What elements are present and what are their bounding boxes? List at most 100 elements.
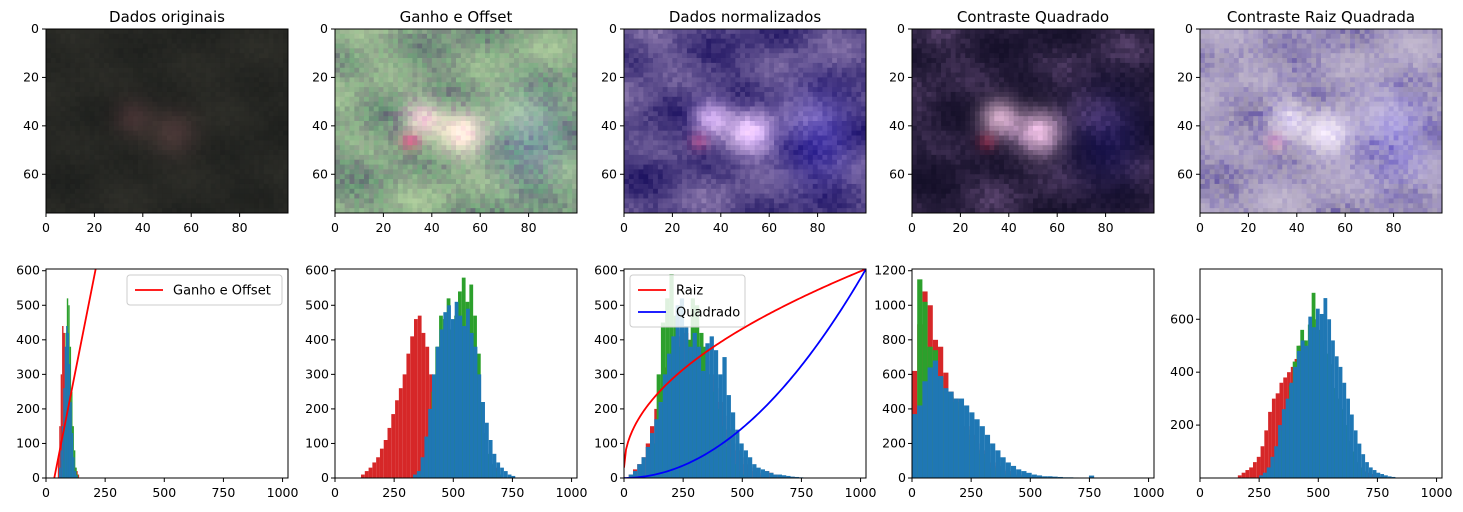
histogram-bar-blue	[1304, 345, 1309, 478]
histogram-bar-blue	[948, 391, 954, 478]
histogram-bar-blue	[790, 476, 795, 478]
y-tick-label: 400	[882, 401, 906, 416]
histogram-bar-blue	[1338, 366, 1343, 478]
histogram-bar-blue	[74, 471, 77, 478]
histogram-bar-blue	[481, 402, 485, 478]
histogram-bar-blue	[632, 471, 638, 478]
histogram-bar-blue	[671, 336, 676, 478]
histogram-bar-blue	[917, 405, 923, 478]
curve-line-ganho-e-offset	[53, 269, 97, 478]
histogram-bar-blue	[709, 336, 714, 478]
y-tick-label: 400	[305, 332, 329, 347]
histogram-bar-blue	[782, 475, 787, 478]
plot-area	[1237, 292, 1396, 478]
histogram-bar-red	[406, 353, 411, 478]
histogram-bar-blue	[675, 305, 680, 478]
histogram-bar-blue	[650, 433, 655, 478]
histogram-bar-blue	[1368, 467, 1373, 478]
y-tick-label: 600	[1170, 311, 1194, 326]
image-title: Ganho e Offset	[400, 8, 513, 26]
histogram-bar-blue	[443, 312, 448, 478]
histogram-bar-blue	[435, 346, 440, 478]
histogram-bar-blue	[1042, 476, 1048, 478]
histogram-bar-blue	[1270, 456, 1275, 478]
plot-area	[53, 269, 97, 478]
histogram-bar-blue	[473, 346, 478, 478]
y-tick-label: 600	[305, 263, 329, 278]
histogram-bar-red	[1249, 467, 1253, 478]
y-tick-label: 40	[889, 118, 905, 133]
histogram-bar-red	[1264, 430, 1269, 478]
histogram-bar-blue	[752, 464, 757, 478]
histogram-bar-blue	[68, 364, 71, 478]
x-tick-label: 80	[810, 220, 826, 235]
histogram-bar-blue	[1278, 425, 1282, 478]
axes-frame	[623, 268, 867, 479]
histogram-bar-blue	[739, 443, 744, 478]
histogram-bar-blue	[1010, 465, 1017, 478]
image-frame	[45, 28, 289, 214]
x-tick-label: 0	[908, 220, 916, 235]
x-tick-label: 20	[1240, 220, 1256, 235]
histogram-bar-blue	[73, 457, 75, 478]
histogram-bar-blue	[1315, 308, 1320, 478]
histogram-bar-blue	[76, 475, 78, 478]
histogram-bar-blue	[964, 405, 970, 478]
x-tick-label: 750	[1365, 485, 1389, 500]
x-tick-label: 0	[620, 485, 628, 500]
histogram-bar-red	[414, 319, 418, 478]
x-tick-label: 250	[93, 485, 117, 500]
image-panel-4: Contraste Quadrado 0 20 40 60 80 0 20 40 60	[889, 8, 1155, 235]
histogram-bar-blue	[439, 329, 444, 478]
histogram-bar-blue	[450, 319, 455, 478]
y-tick-label: 300	[16, 366, 40, 381]
y-tick-label: 100	[16, 435, 40, 450]
histogram-bar-red	[398, 388, 403, 478]
plot-area	[624, 269, 866, 478]
histogram-bar-blue	[969, 412, 975, 478]
image-panel-2: Ganho e Offset 0 20 40 60 80 0 20 40 60	[312, 8, 578, 235]
histogram-bar-red	[417, 315, 422, 478]
x-tick-label: 500	[152, 485, 176, 500]
x-tick-label: 80	[232, 220, 248, 235]
histogram-bar-red	[62, 326, 64, 478]
x-tick-label: 0	[620, 220, 628, 235]
histogram-bar-red	[379, 448, 384, 478]
x-tick-label: 40	[1289, 220, 1305, 235]
y-tick-label: 60	[889, 166, 905, 181]
histogram-bar-green	[917, 279, 923, 478]
y-tick-label: 20	[889, 69, 905, 84]
x-tick-label: 20	[952, 220, 968, 235]
histogram-bar-red	[1252, 462, 1257, 478]
image-panel-1: Dados originais 0 20 40 60 80 0 20 40 60	[23, 8, 289, 235]
histogram-bar-blue	[654, 419, 659, 478]
histogram-panel-3: 0 250 500 750 1000 0 100 200 300 400 500 600 Raiz Qua…	[594, 263, 876, 500]
histogram-bar-blue	[458, 315, 463, 478]
y-tick-label: 20	[1177, 69, 1193, 84]
histogram-bar-red	[57, 457, 60, 478]
y-tick-label: 600	[882, 366, 906, 381]
histogram-bar-red	[402, 374, 407, 478]
axes-frame	[1199, 268, 1443, 479]
histogram-bar-blue	[1384, 475, 1388, 478]
image-title: Contraste Quadrado	[957, 8, 1109, 26]
histogram-bar-blue	[1016, 469, 1022, 478]
histogram-bar-blue	[70, 402, 72, 478]
image-title: Dados originais	[109, 8, 225, 26]
x-tick-label: 0	[331, 220, 339, 235]
y-tick-label: 40	[601, 118, 617, 133]
y-tick-label: 40	[1177, 118, 1193, 133]
histogram-bar-blue	[1047, 476, 1053, 478]
x-tick-label: 1000	[845, 485, 877, 500]
x-tick-label: 500	[730, 485, 754, 500]
axes-frame	[45, 268, 289, 479]
histogram-bar-blue	[1000, 457, 1006, 478]
histogram-bar-blue	[1031, 474, 1037, 478]
y-tick-label: 400	[16, 332, 40, 347]
histogram-bar-blue	[667, 353, 672, 478]
histogram-panel-5: 0 250 500 750 1000 200 400 600	[1170, 268, 1453, 500]
plot-area	[912, 279, 1100, 478]
histogram-bar-red	[1260, 446, 1265, 478]
y-tick-label: 100	[305, 435, 329, 450]
histogram-bar-blue	[1285, 398, 1290, 478]
